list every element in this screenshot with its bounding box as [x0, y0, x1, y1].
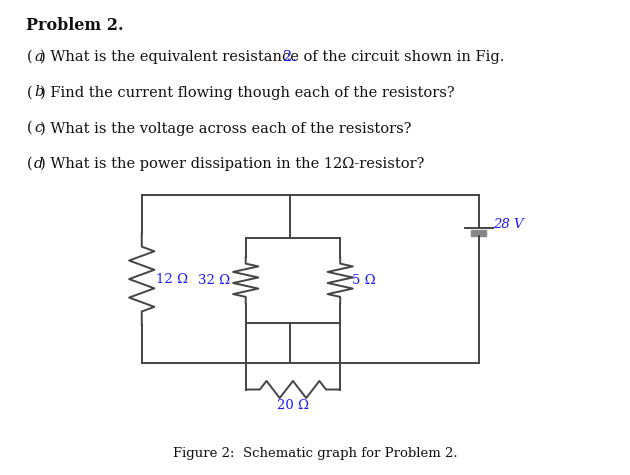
- Text: ) What is the power dissipation in the 12Ω-resistor?: ) What is the power dissipation in the 1…: [40, 157, 424, 171]
- Text: 2.: 2.: [284, 50, 297, 64]
- Text: 12 Ω: 12 Ω: [156, 273, 188, 285]
- Text: Problem 2.: Problem 2.: [26, 17, 124, 34]
- Text: b: b: [34, 86, 43, 99]
- Text: ) What is the voltage across each of the resistors?: ) What is the voltage across each of the…: [40, 121, 411, 135]
- Text: (: (: [26, 121, 32, 135]
- Text: 20 Ω: 20 Ω: [277, 399, 309, 412]
- Text: ) Find the current flowing though each of the resistors?: ) Find the current flowing though each o…: [40, 86, 454, 100]
- Text: Figure 2:  Schematic graph for Problem 2.: Figure 2: Schematic graph for Problem 2.: [173, 446, 457, 459]
- Text: (: (: [26, 157, 32, 171]
- Bar: [471, 230, 486, 236]
- Text: (: (: [26, 50, 32, 64]
- Text: 28 V: 28 V: [493, 218, 524, 231]
- Text: c: c: [34, 121, 42, 135]
- Text: 5 Ω: 5 Ω: [352, 274, 375, 287]
- Text: a: a: [34, 50, 43, 64]
- Text: 32 Ω: 32 Ω: [198, 274, 231, 287]
- Text: d: d: [34, 157, 43, 171]
- Text: (: (: [26, 86, 32, 99]
- Text: ) What is the equivalent resistance of the circuit shown in Fig.: ) What is the equivalent resistance of t…: [40, 50, 508, 64]
